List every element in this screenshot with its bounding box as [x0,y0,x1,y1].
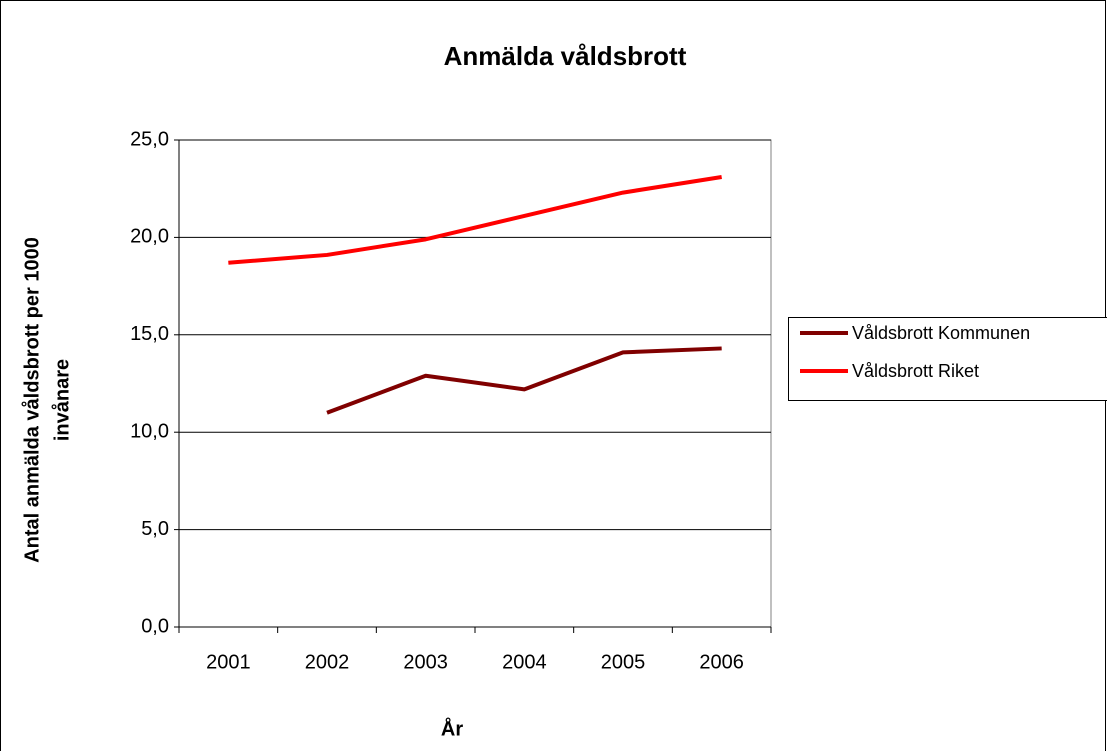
legend-label: Våldsbrott Kommunen [852,323,1030,343]
y-tick-label: 5,0 [141,518,169,540]
y-axis-title: Antal anmälda våldsbrott per 1000 [20,237,43,563]
x-tick-label: 2002 [305,651,350,673]
x-tick-label: 2006 [699,651,744,673]
y-tick-label: 20,0 [130,226,169,248]
y-tick-label: 10,0 [130,420,169,442]
x-axis-title: År [441,716,463,740]
chart-title: Anmälda våldsbrott [444,41,687,71]
legend-label: Våldsbrott Riket [852,361,979,381]
y-tick-label: 0,0 [141,615,169,637]
data-line [228,175,722,265]
x-tick-label: 2003 [403,651,448,673]
y-tick-label: 15,0 [130,323,169,345]
y-tick-label: 25,0 [130,128,169,150]
data-line [326,346,722,415]
y-axis-title: invånare [50,359,73,441]
x-tick-label: 2004 [502,651,547,673]
x-tick-label: 2001 [206,651,251,673]
x-tick-label: 2005 [601,651,646,673]
